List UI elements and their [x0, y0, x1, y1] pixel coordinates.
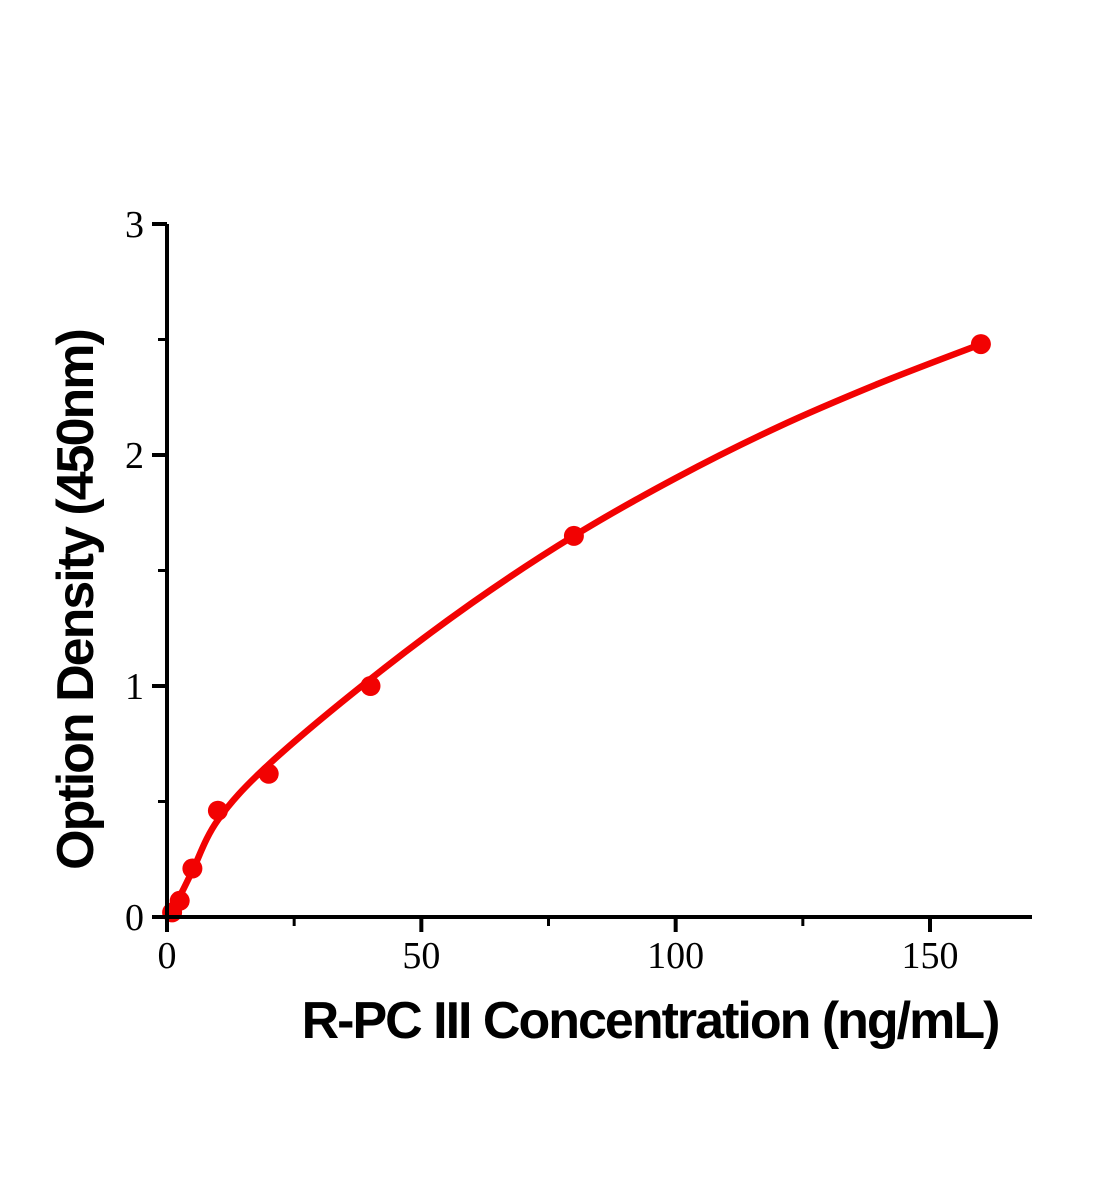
data-point [360, 676, 381, 696]
y-axis-title: Option Density (450nm) [47, 330, 105, 870]
axis-line [165, 224, 1032, 919]
x-tick-label: 50 [402, 935, 440, 977]
data-point [970, 334, 991, 355]
x-axis-title: R-PC III Concentration (ng/mL) [301, 992, 1001, 1050]
y-tick-label: 3 [125, 204, 144, 246]
data-point [182, 858, 203, 879]
y-tick-label: 2 [125, 435, 144, 477]
data-point [169, 890, 190, 911]
x-tick-label: 0 [158, 935, 177, 977]
data-point [563, 525, 584, 546]
x-tick-label: 100 [647, 935, 704, 977]
data-point [258, 763, 279, 784]
y-tick-label: 1 [125, 666, 144, 708]
fit-curve-line [163, 340, 985, 921]
data-point [207, 800, 228, 821]
y-tick-label: 0 [125, 897, 144, 939]
x-tick-label: 150 [902, 935, 959, 977]
